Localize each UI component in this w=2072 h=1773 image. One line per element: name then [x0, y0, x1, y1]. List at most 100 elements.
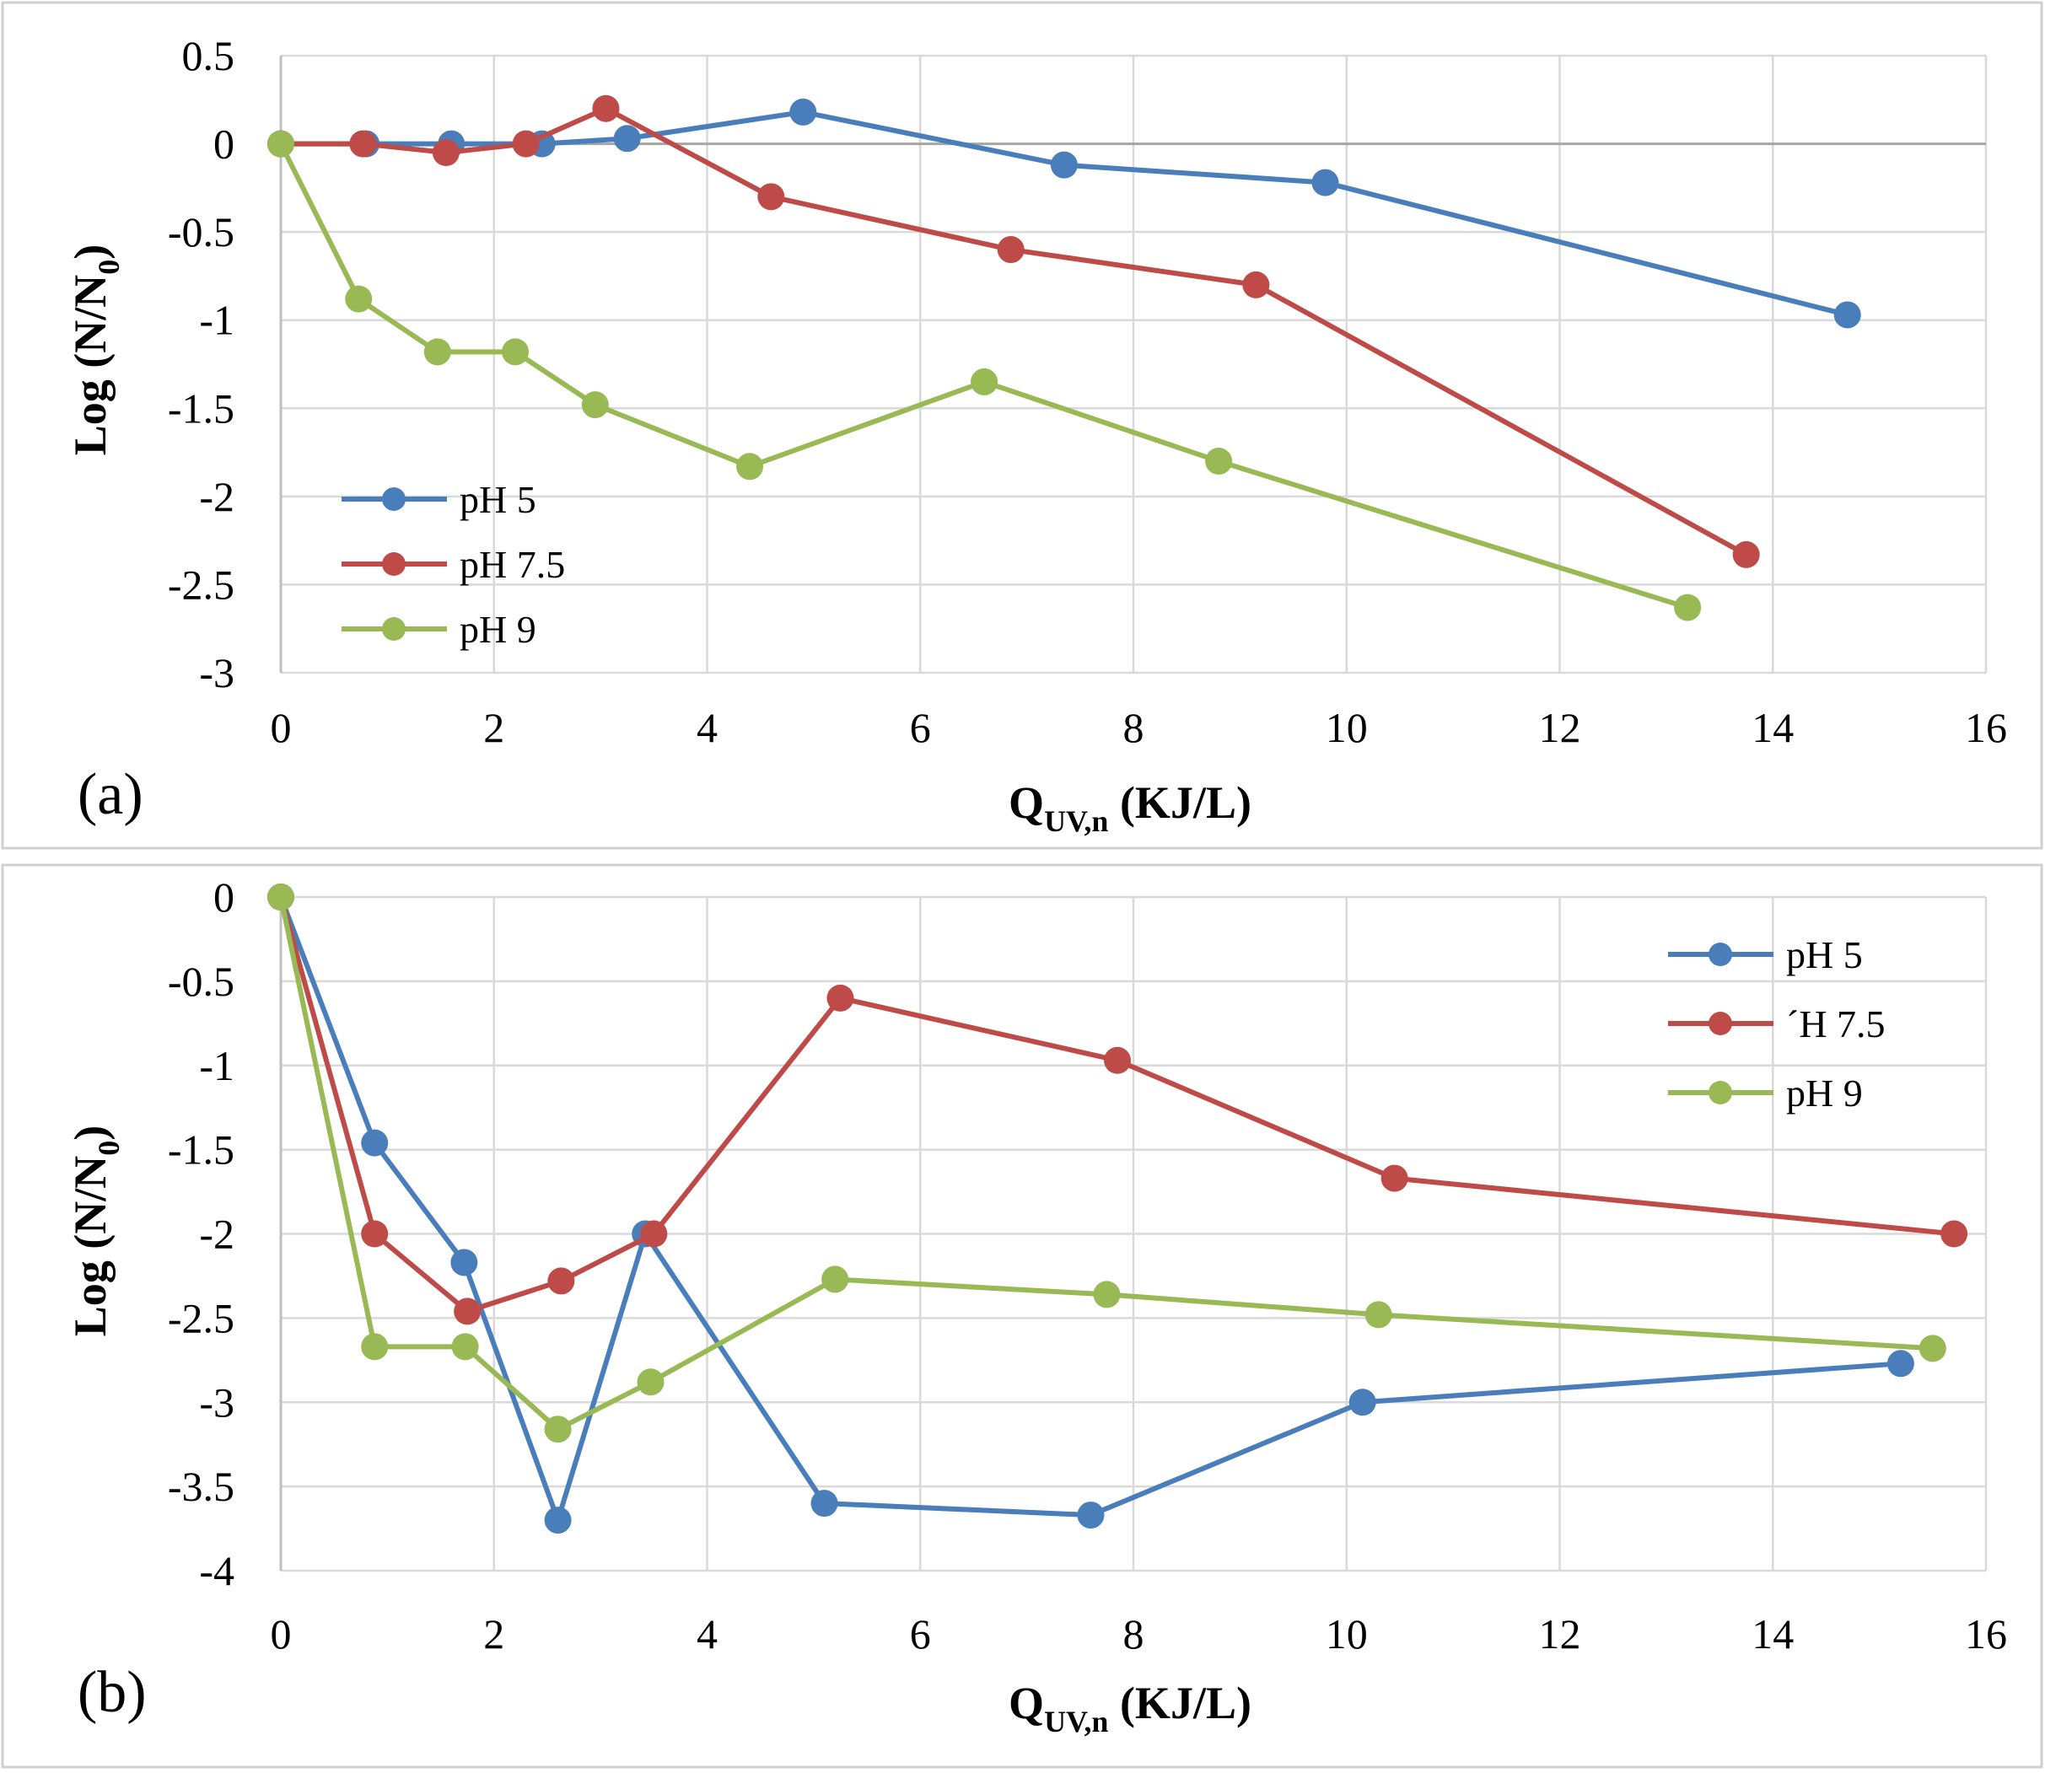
- panel-a-series-2-point-5: [736, 453, 764, 481]
- panel-a-ytick--1: -1: [199, 297, 234, 344]
- panel-b-series-2-line: [278, 896, 1933, 1432]
- panel-b-ytick--2_5: -2.5: [168, 1294, 234, 1341]
- panel-b-ylabel-main: Log (N/N: [65, 1156, 116, 1337]
- svg-text:Log (N/N0): Log (N/N0): [65, 244, 126, 455]
- panel-a-ytick--0_5: -0.5: [168, 208, 234, 255]
- panel-a-legend-label-2: pH 9: [460, 608, 536, 651]
- panel-b-series-2: [267, 884, 1946, 1443]
- panel-a-ytick-0_5: 0.5: [182, 32, 235, 79]
- panel-a-series-2-point-6: [971, 368, 998, 395]
- panel-a-series-0-point-4: [613, 125, 641, 153]
- panel-b-legend-item-0: pH 5: [1668, 933, 1863, 976]
- panel-b-xtick-10: 10: [1326, 1610, 1368, 1657]
- panel-a-label: (a): [78, 762, 143, 827]
- panel-a-legend-label-1: pH 7.5: [460, 543, 565, 586]
- panel-a-series-2-point-3: [502, 338, 530, 366]
- panel-b-ytick--3_5: -3.5: [168, 1463, 234, 1510]
- panel-a-legend-item-1: pH 7.5: [342, 543, 565, 586]
- panel-b-xtick-4: 4: [697, 1610, 718, 1657]
- panel-b-series-1-point-2: [454, 1298, 482, 1325]
- panel-b-xtick-6: 6: [910, 1610, 931, 1657]
- panel-b-legend-label-0: pH 5: [1786, 933, 1863, 976]
- panel-a-tick-labels: 0 2 4 6 8 10 12 14 16 0.5 0 -0.5 -1 -1.5 -2 -2.5 -3: [168, 32, 2007, 751]
- panel-b-label: (b): [78, 1660, 147, 1725]
- panel-a-series-1-point-7: [1242, 271, 1270, 298]
- panel-b-ytick--0_5: -0.5: [168, 958, 234, 1005]
- panel-b-xtick-8: 8: [1123, 1610, 1144, 1657]
- panel-b-legend-item-2: pH 9: [1668, 1072, 1863, 1115]
- panel-a-series-1-point-4: [592, 94, 620, 122]
- panel-a-ytick--3: -3: [199, 649, 234, 696]
- panel-a-series-1-point-3: [512, 130, 540, 158]
- panel-a-series-0-point-8: [1833, 301, 1861, 329]
- panel-a-ytick-0: 0: [213, 121, 234, 168]
- panel-b-series-0-point-7: [1348, 1389, 1376, 1416]
- panel-a-series-2-point-7: [1205, 448, 1233, 475]
- panel-b-series-2-point-7: [1364, 1301, 1392, 1329]
- panel-b-series-0-point-8: [1886, 1350, 1914, 1378]
- panel-b-ylabel-sub: 0: [92, 1141, 126, 1156]
- panel-a-legend-item-2: pH 9: [342, 608, 536, 651]
- panel-a-series-2-point-8: [1674, 594, 1702, 621]
- panel-b-legend-swatch-marker-2: [1709, 1081, 1732, 1104]
- panel-a-legend-swatch-marker-1: [382, 552, 406, 576]
- panel-b-series-0-point-5: [810, 1490, 838, 1518]
- panel-a-xlabel-unit: (KJ/L): [1108, 777, 1251, 828]
- panel-a-series-2-point-0: [267, 130, 294, 158]
- panel-b-series-2-point-1: [361, 1333, 389, 1361]
- panel-b-series-1-point-1: [361, 1220, 389, 1248]
- panel-a-xtick-16: 16: [1965, 704, 2007, 751]
- panel-a-ylabel-close: ): [65, 244, 116, 260]
- panel-a-legend-label-0: pH 5: [460, 478, 536, 521]
- panel-b-legend-swatch-marker-1: [1709, 1012, 1732, 1035]
- panel-b-xaxis-title: QUV,n (KJ/L): [1009, 1678, 1251, 1738]
- panel-b-series-1-point-8: [1940, 1220, 1968, 1248]
- panel-b-series-2-point-3: [544, 1416, 572, 1443]
- panel-a-xtick-2: 2: [483, 704, 504, 751]
- panel-a-legend: pH 5 pH 7.5 pH 9: [342, 478, 565, 651]
- panel-b-series-0-line: [278, 895, 1902, 1523]
- panel-b-series-0-point-6: [1077, 1502, 1105, 1529]
- panel-a-xaxis-title: QUV,n (KJ/L): [1009, 777, 1251, 838]
- panel-b-gridlines: [279, 895, 1988, 1572]
- panel-a-ylabel-sub: 0: [92, 260, 126, 275]
- panel-a-ylabel-main: Log (N/N: [65, 275, 116, 456]
- panel-a-series-2-point-1: [345, 285, 373, 313]
- panel-b-xtick-2: 2: [483, 1610, 504, 1657]
- panel-b-ytick--4: -4: [199, 1547, 234, 1594]
- svg-text:QUV,n (KJ/L): QUV,n (KJ/L): [1009, 777, 1251, 838]
- panel-b-ytick--3: -3: [199, 1378, 234, 1426]
- panel-a-xtick-12: 12: [1539, 704, 1581, 751]
- panel-a-series-1-point-5: [757, 183, 785, 211]
- panel-a-series-1-point-6: [997, 236, 1025, 264]
- panel-b-series-2-point-8: [1919, 1335, 1946, 1362]
- panel-b-series-1-point-7: [1380, 1164, 1408, 1192]
- panel-a-frame: [1, 1, 2043, 850]
- panel-a-series-1-point-2: [432, 139, 460, 167]
- panel-b-series-1-point-5: [826, 984, 854, 1012]
- panel-a-ytick--1_5: -1.5: [168, 384, 234, 432]
- panel-b-frame: [1, 863, 2043, 1769]
- panel-b-yaxis-title: Log (N/N0): [65, 1126, 126, 1336]
- panel-b-xlabel-main: Q: [1009, 1678, 1044, 1728]
- panel-b-xlabel-sub: UV,n: [1044, 1705, 1108, 1738]
- panel-b-xtick-16: 16: [1965, 1610, 2007, 1657]
- panel-b-series-1: [267, 884, 1968, 1325]
- panel-a-legend-swatch-marker-2: [382, 617, 406, 641]
- panel-a: (a) QUV,n (KJ/L) Log (N/N0) 0 2 4 6 8 10 12 14 1…: [1, 1, 2043, 850]
- panel-a-ytick--2: -2: [199, 473, 234, 520]
- panel-a-series-0-point-7: [1311, 169, 1339, 196]
- panel-a-series-2-point-4: [581, 391, 609, 419]
- panel-a-series-0: [267, 98, 1861, 329]
- panel-b-xtick-0: 0: [271, 1610, 292, 1657]
- panel-a-series-1-point-1: [349, 130, 377, 158]
- panel-a-xtick-14: 14: [1752, 704, 1794, 751]
- panel-b-ytick--2: -2: [199, 1211, 234, 1258]
- panel-a-yaxis-title: Log (N/N0): [65, 244, 126, 455]
- svg-text:Log (N/N0): Log (N/N0): [65, 1126, 126, 1336]
- panel-b-legend-swatch-marker-0: [1709, 943, 1732, 966]
- panel-a-series-2-point-2: [423, 338, 451, 366]
- panel-a-series-0-point-5: [789, 98, 817, 126]
- panel-b-ytick-0: 0: [213, 873, 234, 921]
